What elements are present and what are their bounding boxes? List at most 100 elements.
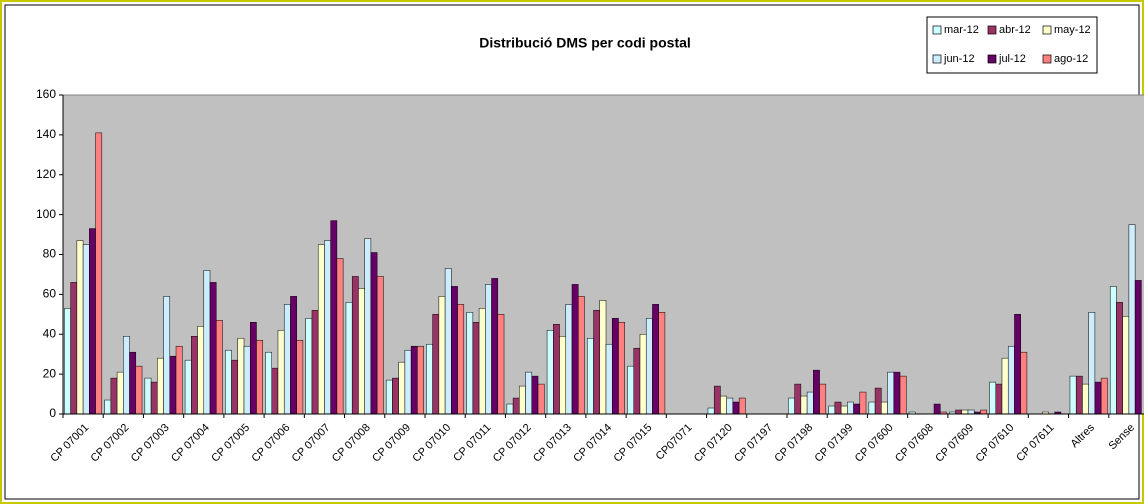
bar xyxy=(283,304,291,415)
bar xyxy=(271,367,279,415)
bar xyxy=(398,361,406,415)
bar xyxy=(392,377,399,415)
bar xyxy=(466,312,474,415)
legend-swatch xyxy=(932,54,942,64)
bar xyxy=(806,391,814,415)
bar xyxy=(1082,383,1089,415)
bar xyxy=(169,355,177,415)
chart-title: Distribució DMS per codi postal xyxy=(479,35,691,51)
bar xyxy=(163,296,171,415)
bar xyxy=(129,351,137,415)
bar xyxy=(868,401,876,415)
bar xyxy=(1069,375,1077,415)
bar xyxy=(1100,377,1108,415)
legend-label: jun-12 xyxy=(943,53,975,65)
bar xyxy=(859,391,867,415)
bar xyxy=(1014,314,1021,415)
bar xyxy=(874,387,882,415)
bar xyxy=(1075,375,1083,415)
bar xyxy=(828,405,836,415)
bar xyxy=(881,401,888,415)
bar xyxy=(995,383,1003,415)
bar xyxy=(175,345,183,415)
bar xyxy=(426,343,433,415)
bar xyxy=(64,308,71,415)
bar xyxy=(209,282,217,415)
bar xyxy=(840,405,848,415)
y-tick-label: 160 xyxy=(36,87,56,101)
bar xyxy=(203,270,211,415)
bar xyxy=(438,296,446,415)
bar xyxy=(633,347,641,415)
bar xyxy=(336,258,344,415)
bar xyxy=(1001,357,1009,415)
bar xyxy=(472,322,480,415)
bar xyxy=(525,371,533,415)
bar xyxy=(713,385,721,415)
bar xyxy=(720,395,727,415)
bar xyxy=(237,337,245,415)
y-tick-label: 100 xyxy=(36,207,56,221)
bar xyxy=(819,383,827,415)
bar xyxy=(506,403,514,415)
bar xyxy=(989,381,997,415)
bar xyxy=(726,397,734,415)
bar xyxy=(707,407,715,415)
bar xyxy=(123,335,130,415)
bar xyxy=(605,343,613,415)
bar xyxy=(135,365,143,415)
bar xyxy=(116,371,124,415)
bar xyxy=(324,240,331,415)
legend-label: may-12 xyxy=(1054,24,1091,36)
bar xyxy=(197,326,205,415)
bar xyxy=(317,244,325,415)
bar xyxy=(249,322,257,415)
legend-swatch xyxy=(1042,25,1052,35)
bar xyxy=(800,395,808,415)
bar xyxy=(376,276,384,415)
bar xyxy=(444,268,452,415)
bar xyxy=(652,304,659,415)
bar xyxy=(519,385,526,415)
legend-label: ago-12 xyxy=(1054,53,1088,65)
bar xyxy=(1134,280,1142,415)
legend xyxy=(926,16,1098,74)
bar xyxy=(967,409,975,415)
bar xyxy=(571,284,579,415)
bar xyxy=(305,318,313,415)
bar xyxy=(82,244,90,415)
bar xyxy=(451,286,458,415)
bar xyxy=(478,308,486,415)
bar xyxy=(144,377,152,415)
bar xyxy=(256,339,263,415)
bar xyxy=(887,371,895,415)
bar xyxy=(1007,345,1015,415)
bar xyxy=(370,252,378,415)
bar xyxy=(788,397,795,415)
bar xyxy=(577,296,585,415)
legend-swatch xyxy=(987,54,997,64)
y-tick-label: 40 xyxy=(43,326,57,340)
bar xyxy=(150,381,158,415)
bar xyxy=(191,335,198,415)
legend-label: mar-12 xyxy=(944,24,979,36)
bar xyxy=(311,310,319,415)
bar xyxy=(457,304,465,415)
bar xyxy=(385,379,393,415)
bar xyxy=(345,302,353,415)
bar xyxy=(813,369,820,415)
y-tick-label: 140 xyxy=(36,127,56,141)
bar xyxy=(410,345,418,415)
bar xyxy=(658,312,666,415)
bar xyxy=(531,375,539,415)
y-tick-label: 20 xyxy=(43,366,57,380)
bar xyxy=(933,403,941,415)
legend-label: abr-12 xyxy=(999,24,1031,36)
bar xyxy=(89,228,96,415)
bar xyxy=(290,296,297,415)
bar xyxy=(537,383,545,415)
bar xyxy=(587,337,594,415)
bar xyxy=(639,334,647,415)
bar xyxy=(834,401,842,415)
